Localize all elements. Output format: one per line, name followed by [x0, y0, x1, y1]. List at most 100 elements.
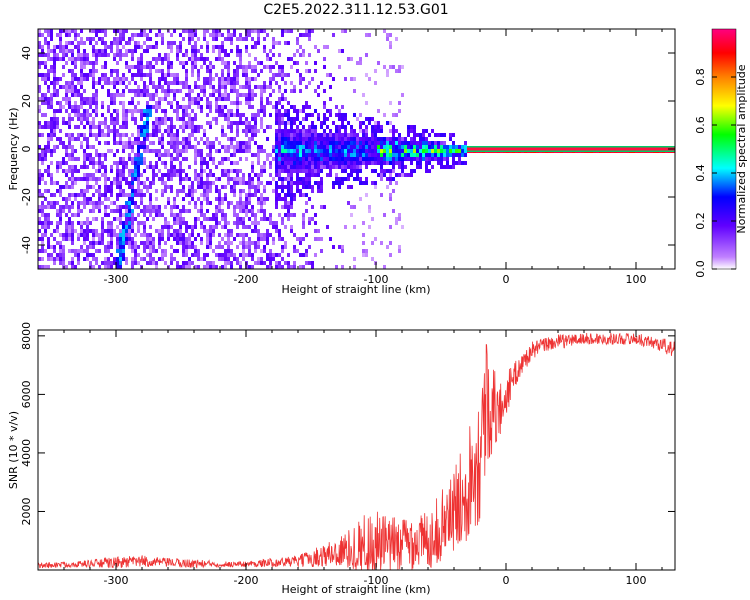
heatmap-cell: [338, 145, 341, 149]
colorbar-label: Normalized spectral amplitude: [735, 64, 748, 233]
heatmap-cell: [83, 205, 86, 209]
heatmap-cell: [44, 121, 47, 125]
heatmap-cell: [242, 253, 245, 257]
heatmap-cell: [245, 133, 248, 137]
heatmap-cell: [104, 33, 107, 37]
heatmap-cell: [293, 137, 296, 141]
heatmap-cell: [119, 189, 122, 193]
heatmap-cell: [236, 125, 239, 129]
heatmap-cell: [182, 61, 185, 65]
heatmap-cell: [125, 213, 128, 217]
heatmap-cell: [74, 37, 77, 41]
heatmap-cell: [59, 165, 62, 169]
heatmap-cell: [188, 209, 191, 213]
heatmap-cell: [170, 261, 173, 265]
heatmap-cell: [125, 261, 128, 265]
heatmap-cell: [317, 149, 320, 153]
heatmap-cell: [146, 109, 149, 113]
heatmap-cell: [230, 101, 233, 105]
heatmap-cell: [308, 157, 311, 161]
heatmap-cell: [275, 225, 278, 229]
heatmap-cell: [317, 93, 320, 97]
heatmap-cell: [326, 73, 329, 77]
heatmap-cell: [302, 169, 305, 173]
heatmap-cell: [242, 225, 245, 229]
heatmap-cell: [428, 157, 431, 161]
heatmap-cell: [71, 257, 74, 261]
heatmap-cell: [218, 193, 221, 197]
heatmap-cell: [230, 85, 233, 89]
heatmap-cell: [200, 257, 203, 261]
heatmap-cell: [194, 85, 197, 89]
snr-frame: [37, 329, 676, 571]
heatmap-cell: [368, 153, 371, 157]
heatmap-cell: [170, 33, 173, 37]
snr-plot-background: [38, 330, 675, 570]
heatmap-cell: [224, 257, 227, 261]
heatmap-cell: [215, 177, 218, 181]
heatmap-cell: [155, 165, 158, 169]
heatmap-cell: [251, 69, 254, 73]
heatmap-cell: [287, 265, 290, 269]
heatmap-cell: [209, 81, 212, 85]
heatmap-cell: [77, 125, 80, 129]
heatmap-cell: [170, 189, 173, 193]
heatmap-cell: [41, 173, 44, 177]
heatmap-cell: [68, 33, 71, 37]
heatmap-cell: [38, 121, 41, 125]
heatmap-cell: [161, 109, 164, 113]
heatmap-cell: [131, 149, 134, 153]
heatmap-cell: [50, 81, 53, 85]
heatmap-cell: [245, 205, 248, 209]
heatmap-cell: [203, 189, 206, 193]
heatmap-cell: [266, 241, 269, 245]
heatmap-cell: [89, 37, 92, 41]
heatmap-cell: [203, 257, 206, 261]
heatmap-cell: [119, 249, 122, 253]
heatmap-cell: [236, 177, 239, 181]
heatmap-cell: [167, 125, 170, 129]
heatmap-cell: [251, 97, 254, 101]
heatmap-cell: [290, 177, 293, 181]
heatmap-cell: [188, 257, 191, 261]
heatmap-cell: [236, 97, 239, 101]
heatmap-cell: [56, 93, 59, 97]
heatmap-cell: [221, 245, 224, 249]
heatmap-cell: [281, 205, 284, 209]
heatmap-cell: [137, 45, 140, 49]
heatmap-cell: [125, 145, 128, 149]
heatmap-cell: [209, 169, 212, 173]
heatmap-cell: [68, 41, 71, 45]
heatmap-cell: [131, 173, 134, 177]
heatmap-cell: [137, 193, 140, 197]
heatmap-cell: [95, 241, 98, 245]
heatmap-cell: [50, 153, 53, 157]
heatmap-cell: [287, 129, 290, 133]
heatmap-cell: [185, 93, 188, 97]
heatmap-cell: [65, 201, 68, 205]
heatmap-cell: [50, 173, 53, 177]
heatmap-cell: [344, 157, 347, 161]
heatmap-cell: [191, 69, 194, 73]
heatmap-cell: [179, 241, 182, 245]
heatmap-cell: [269, 221, 272, 225]
heatmap-cell: [173, 145, 176, 149]
heatmap-cell: [290, 165, 293, 169]
heatmap-cell: [290, 105, 293, 109]
heatmap-x-tick-label: 100: [626, 273, 647, 286]
heatmap-cell: [92, 185, 95, 189]
heatmap-cell: [146, 65, 149, 69]
heatmap-cell: [326, 45, 329, 49]
heatmap-cell: [104, 169, 107, 173]
heatmap-cell: [71, 105, 74, 109]
heatmap-cell: [86, 181, 89, 185]
heatmap-cell: [311, 265, 314, 269]
heatmap-cell: [227, 109, 230, 113]
heatmap-cell: [110, 69, 113, 73]
heatmap-cell: [269, 161, 272, 165]
heatmap-cell: [272, 89, 275, 93]
heatmap-cell: [233, 77, 236, 81]
heatmap-cell: [143, 65, 146, 69]
heatmap-cell: [386, 37, 389, 41]
heatmap-cell: [398, 101, 401, 105]
